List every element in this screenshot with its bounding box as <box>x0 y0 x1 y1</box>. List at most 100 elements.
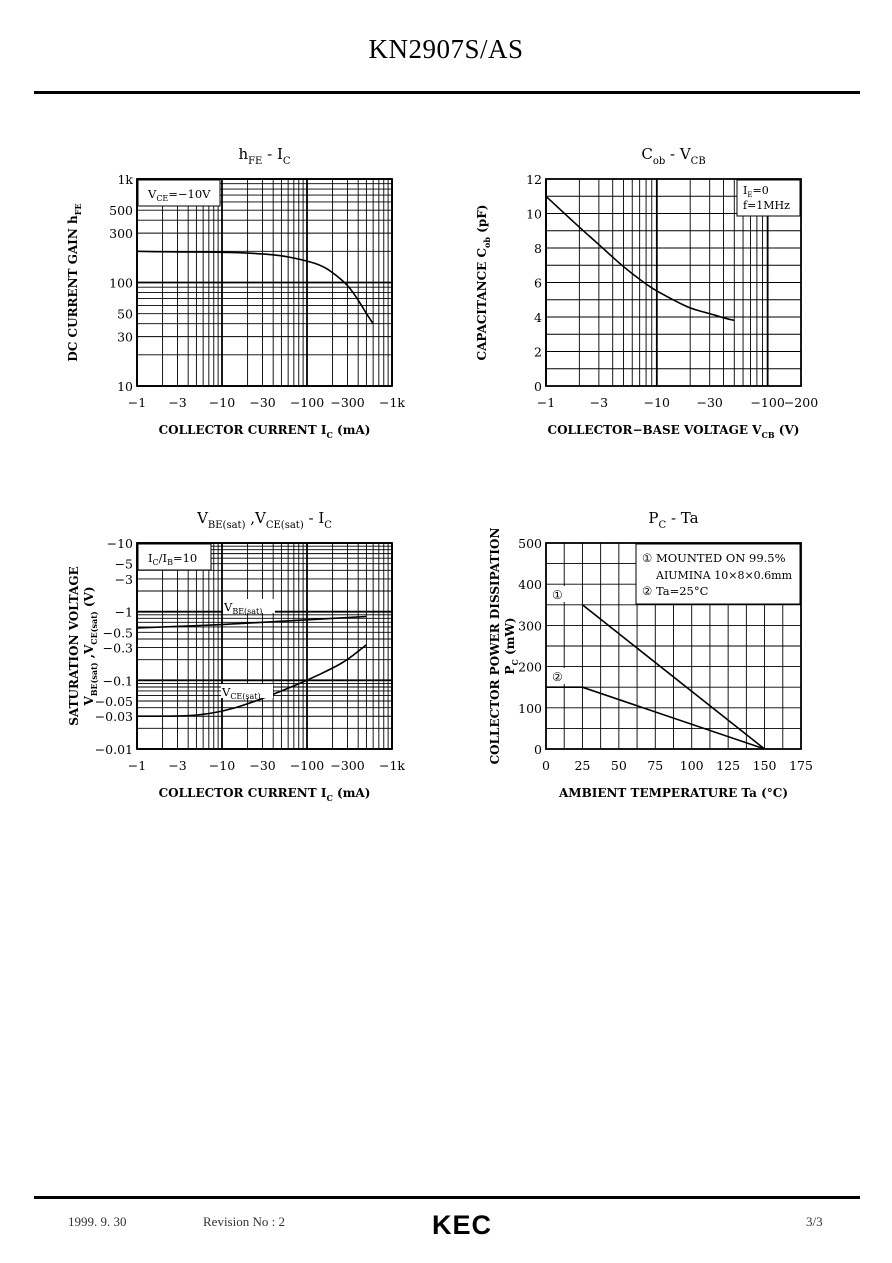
vsat-x-tick-label: −10 <box>209 758 235 773</box>
pc-legend-line2: AIUMINA 10×8×0.6mm <box>655 569 793 582</box>
vsat-major-grid <box>136 542 393 750</box>
cob-plot-frame <box>545 178 802 387</box>
hfe-y-tick-label: 10 <box>117 379 133 394</box>
vsat-y-axis-label-line1: SATURATION VOLTAGE <box>67 566 81 725</box>
cob-x-tick-label: −10 <box>644 395 670 410</box>
vsat-x-tick-label: −30 <box>249 758 275 773</box>
vsat-series-2-line <box>136 644 367 718</box>
vsat-y-tick-label: −0.3 <box>103 641 133 656</box>
vsat-y-axis-label-line2: VBE(sat) ,VCE(sat) (V) <box>82 586 99 706</box>
pc-x-tick-label: 150 <box>753 758 777 773</box>
pc-y-tick-label: 0 <box>534 742 542 757</box>
pc-y-tick-label: 200 <box>518 660 542 675</box>
vsat-y-tick-label: −1 <box>115 605 133 620</box>
vsat-label-be-bg <box>223 599 275 613</box>
cob-condition-box <box>736 179 801 217</box>
hfe-x-tick-label: −10 <box>209 395 235 410</box>
cob-y-tick-label: 10 <box>526 207 542 222</box>
hfe-y-tick-label: 500 <box>109 203 133 218</box>
cob-condition-ie: IE=0 <box>743 184 769 199</box>
vsat-x-tick-label: −1 <box>128 758 146 773</box>
vsat-y-tick-label: −0.1 <box>103 673 133 688</box>
vsat-y-tick-label: −0.05 <box>95 694 133 709</box>
header-rule <box>34 91 860 94</box>
footer-page-number: 3/3 <box>806 1214 823 1229</box>
cob-y-axis-label: CAPACITANCE Cob (pF) <box>475 205 492 361</box>
hfe-y-tick-label: 300 <box>109 226 133 241</box>
footer-date: 1999. 9. 30 <box>68 1214 127 1229</box>
pc-x-axis-label: AMBIENT TEMPERATURE Ta (°C) <box>558 786 788 800</box>
vsat-x-axis-label: COLLECTOR CURRENT IC (mA) <box>159 786 371 803</box>
vsat-y-tick-label: −0.01 <box>95 742 133 757</box>
hfe-x-tick-label: −1k <box>379 395 405 410</box>
vsat-series-1-line <box>136 615 367 629</box>
vsat-y-tick-label: −0.5 <box>103 625 133 640</box>
pc-series-1-line <box>581 604 766 750</box>
vsat-label-ce-bg <box>221 684 273 698</box>
pc-marker1-bg <box>549 586 565 602</box>
pc-y-axis-label-line1: COLLECTOR POWER DISSIPATION <box>488 528 502 765</box>
vsat-series-label-ce: VCE(sat) <box>221 685 261 701</box>
hfe-x-tick-label: −100 <box>290 395 324 410</box>
cob-x-tick-label: −3 <box>590 395 608 410</box>
pc-y-tick-label: 300 <box>518 618 542 633</box>
hfe-title: hFE - IC <box>238 145 290 167</box>
vsat-series-label-be: VBE(sat) <box>223 600 262 616</box>
pc-x-tick-label: 75 <box>647 758 663 773</box>
cob-title: Cob - VCB <box>641 145 705 167</box>
pc-title: PC - Ta <box>648 509 698 531</box>
hfe-y-tick-label: 100 <box>109 276 133 291</box>
pc-x-tick-label: 0 <box>542 758 550 773</box>
pc-series1-marker: ① <box>552 588 563 602</box>
pc-y-tick-label: 500 <box>518 536 542 551</box>
cob-x-axis-label: COLLECTOR−BASE VOLTAGE VCB (V) <box>548 423 800 440</box>
vsat-x-tick-label: −300 <box>330 758 364 773</box>
vsat-y-tick-label: −5 <box>115 557 133 572</box>
cob-condition-freq: f=1MHz <box>743 199 790 212</box>
vsat-chart-group: −1 −3 −10 −30 −100 −300 −1k −0.01 −0.03−0.05 −0.1… <box>67 509 405 803</box>
hfe-x-tick-label: −3 <box>168 395 186 410</box>
pc-x-tick-label: 50 <box>611 758 627 773</box>
cob-x-tick-label: −1 <box>537 395 555 410</box>
pc-legend-line1: ① MOUNTED ON 99.5% <box>642 551 786 565</box>
vsat-x-tick-label: −100 <box>290 758 324 773</box>
vsat-plot-frame <box>136 542 393 750</box>
vsat-condition-text: IC/IB=10 <box>148 551 197 567</box>
hfe-y-tick-label: 50 <box>117 307 133 322</box>
svg-text:KEC: KEC <box>432 1210 492 1239</box>
hfe-condition-box <box>137 179 221 207</box>
hfe-x-tick-label: −1 <box>128 395 146 410</box>
vsat-y-tick-label: −0.03 <box>95 709 133 724</box>
document-title: KN2907S/AS <box>368 34 524 64</box>
kec-logo: KEC <box>432 1210 492 1239</box>
vsat-condition-box <box>137 543 212 571</box>
vsat-y-tick-label: −3 <box>115 572 133 587</box>
cob-y-tick-label: 0 <box>534 379 542 394</box>
vsat-grid <box>136 542 393 750</box>
footer-rule <box>34 1196 860 1199</box>
pc-y-axis-label-line2: PC (mW) <box>503 617 520 674</box>
pc-series-2-line <box>546 686 765 750</box>
cob-y-tick-label: 4 <box>534 310 542 325</box>
vsat-x-tick-label: −1k <box>379 758 405 773</box>
cob-x-tick-label: −30 <box>696 395 722 410</box>
cob-x-tick-label: −100 <box>750 395 784 410</box>
hfe-plot-frame <box>136 178 393 387</box>
pc-x-tick-label: 100 <box>680 758 704 773</box>
cob-y-tick-label: 12 <box>526 172 542 187</box>
pc-y-tick-label: 100 <box>518 701 542 716</box>
pc-marker2-bg <box>549 668 565 684</box>
cob-x-tick-label: −200 <box>784 395 818 410</box>
vsat-y-tick-label: −10 <box>107 536 133 551</box>
hfe-condition-text: VCE=−10V <box>147 187 211 203</box>
pc-x-tick-label: 125 <box>716 758 740 773</box>
pc-series2-marker: ② <box>552 670 563 684</box>
hfe-chart-group: −1 −3 −10 −30 −100 −300 −1k 10 30 50 100 300 500 1k hF… <box>66 145 405 440</box>
vsat-x-tick-label: −3 <box>168 758 186 773</box>
pc-legend-box <box>635 543 801 605</box>
vsat-title: VBE(sat) ,VCE(sat) - IC <box>196 509 332 531</box>
hfe-y-tick-label: 1k <box>117 172 133 187</box>
pc-plot-frame <box>545 542 802 750</box>
hfe-y-axis-label: DC CURRENT GAIN hFE <box>66 203 83 361</box>
